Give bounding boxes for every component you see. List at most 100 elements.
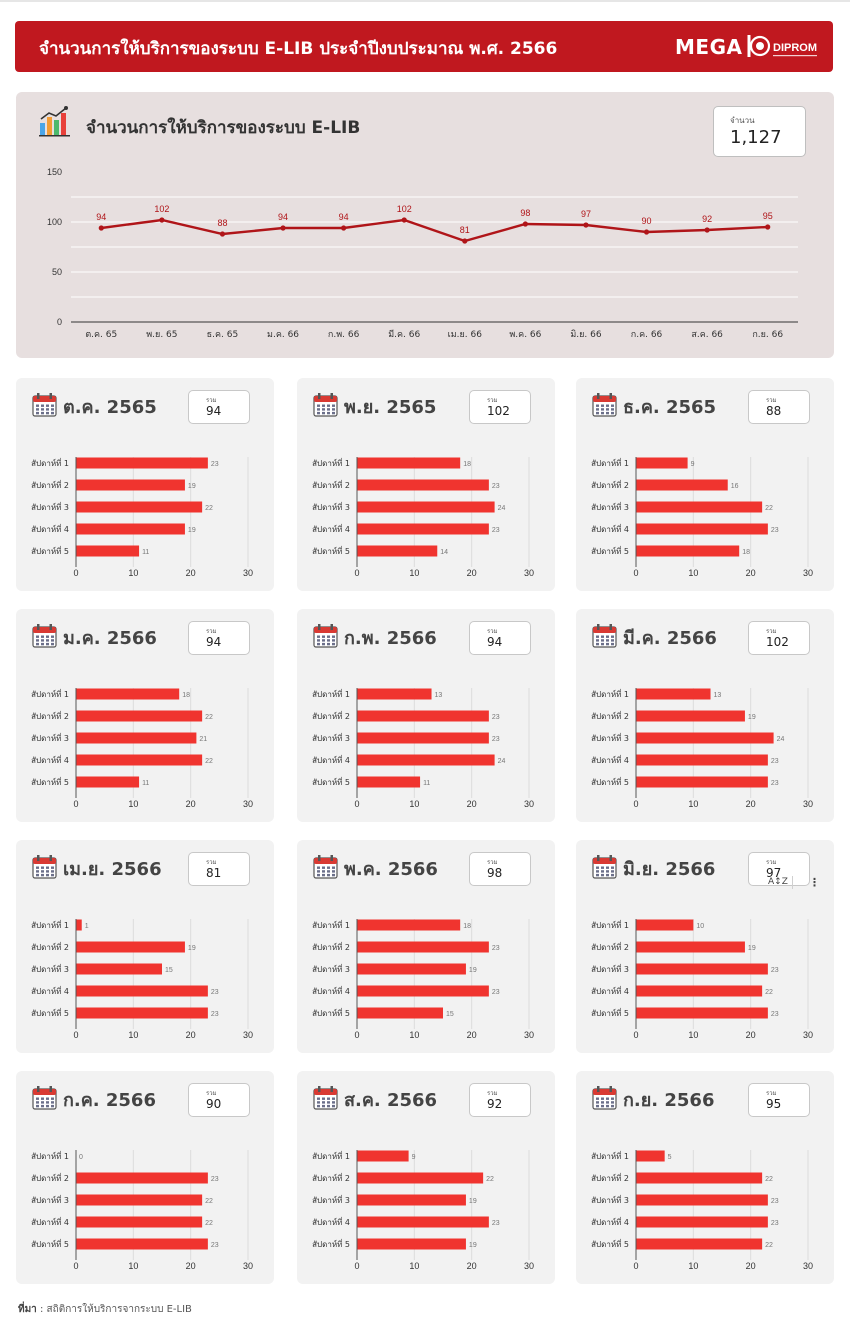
x-tick-label: 20 xyxy=(746,1261,756,1271)
bar-value-label: 22 xyxy=(765,1176,773,1183)
bar xyxy=(76,985,208,997)
bar-value-label: 23 xyxy=(771,758,779,765)
category-label: สัปดาห์ที่ 1 xyxy=(312,688,350,699)
month-card: มิ.ย. 2566 รวม 97 0 10 20 30 สัปดาห์ที่ 1 10 สัปด… xyxy=(576,840,834,1053)
bar-value-label: 1 xyxy=(85,923,89,930)
category-label: สัปดาห์ที่ 5 xyxy=(31,1007,69,1018)
bar-value-label: 19 xyxy=(188,945,196,952)
month-total-label: รวม xyxy=(487,628,498,635)
month-total-scorecard: รวม 102 xyxy=(748,621,810,655)
month-total-value: 94 xyxy=(206,404,222,418)
calendar-icon xyxy=(592,855,617,879)
bar xyxy=(76,1216,203,1228)
category-label: สัปดาห์ที่ 1 xyxy=(591,919,629,930)
month-total-scorecard: รวม 90 xyxy=(188,1083,250,1117)
bar-value-label: 22 xyxy=(765,505,773,512)
category-label: สัปดาห์ที่ 4 xyxy=(591,1216,629,1227)
bar-value-label: 19 xyxy=(748,714,756,721)
bar-value-label: 23 xyxy=(771,780,779,787)
bar xyxy=(76,941,185,953)
bar-value-label: 23 xyxy=(771,967,779,974)
bar-value-label: 23 xyxy=(492,945,500,952)
month-total-label: รวม xyxy=(766,397,777,404)
data-label: 94 xyxy=(339,212,349,222)
data-label: 81 xyxy=(460,225,470,235)
bar-value-label: 23 xyxy=(211,1242,219,1249)
month-total-scorecard: รวม 88 xyxy=(748,390,810,424)
data-label: 94 xyxy=(278,212,288,222)
bar xyxy=(357,1194,466,1206)
bar xyxy=(76,501,203,513)
bar xyxy=(357,523,489,535)
data-point xyxy=(643,229,650,235)
sort-icon[interactable]: A↕Z xyxy=(768,877,788,887)
category-label: สัปดาห์ที่ 3 xyxy=(312,1194,350,1205)
bar-value-label: 0 xyxy=(79,1154,83,1161)
bar xyxy=(357,710,489,722)
category-label: สัปดาห์ที่ 3 xyxy=(31,501,69,512)
bar-value-label: 23 xyxy=(211,1176,219,1183)
bar-value-label: 19 xyxy=(748,945,756,952)
weekly-bar-chart: 0 10 20 30 สัปดาห์ที่ 1 5 สัปดาห์ที่ 2 22 สัปดาห… xyxy=(591,1150,813,1271)
calendar-icon xyxy=(32,624,57,648)
bar-value-label: 23 xyxy=(211,1011,219,1018)
data-label: 90 xyxy=(642,216,652,226)
category-label: สัปดาห์ที่ 3 xyxy=(31,1194,69,1205)
x-tick-label: 0 xyxy=(354,1261,359,1271)
bar xyxy=(357,457,461,469)
bar xyxy=(636,688,711,700)
month-card: ก.ค. 2566 รวม 90 0 10 20 30 สัปดาห์ที่ 1 0 สัปดาห… xyxy=(16,1071,274,1284)
total-scorecard: จำนวน 1,127 xyxy=(713,106,806,157)
category-label: สัปดาห์ที่ 4 xyxy=(312,523,350,534)
month-total-value: 90 xyxy=(206,1097,222,1111)
bar xyxy=(636,941,745,953)
category-label: สัปดาห์ที่ 2 xyxy=(591,710,629,721)
month-card: ก.พ. 2566 รวม 94 0 10 20 30 สัปดาห์ที่ 1 13 สัปดา… xyxy=(297,609,555,822)
bar xyxy=(636,754,768,766)
bar-value-label: 24 xyxy=(498,758,506,765)
bar xyxy=(357,941,489,953)
category-label: สัปดาห์ที่ 1 xyxy=(312,457,350,468)
bar xyxy=(636,479,728,491)
y-tick-label: 150 xyxy=(47,167,62,177)
month-total-label: รวม xyxy=(766,1090,777,1097)
month-total-value: 95 xyxy=(766,1097,782,1111)
month-total-scorecard: รวม 94 xyxy=(188,621,250,655)
x-tick-label: ก.ย. 66 xyxy=(752,330,783,340)
bar xyxy=(357,776,421,788)
month-total-value: 97 xyxy=(766,866,782,880)
monthly-line-chart: 0 50 100 150 94 102 88 94 94 102 81 98 97 90 92 95 ต.ค. … xyxy=(47,167,798,340)
bar-value-label: 23 xyxy=(771,1220,779,1227)
bar-value-label: 19 xyxy=(188,483,196,490)
bar xyxy=(76,710,203,722)
category-label: สัปดาห์ที่ 2 xyxy=(31,1172,69,1183)
x-tick-label: 20 xyxy=(467,799,477,809)
x-tick-label: 10 xyxy=(688,568,698,578)
x-tick-label: 30 xyxy=(524,1030,534,1040)
source-note: ที่มา : สถิติการให้บริการจากระบบ E-LIB xyxy=(18,1302,192,1317)
x-tick-label: 0 xyxy=(633,568,638,578)
month-title: พ.ค. 2566 xyxy=(344,859,438,880)
bar-value-label: 15 xyxy=(165,967,173,974)
x-tick-label: 0 xyxy=(354,568,359,578)
month-title: เม.ย. 2566 xyxy=(63,859,162,880)
month-title: ส.ค. 2566 xyxy=(344,1090,438,1111)
category-label: สัปดาห์ที่ 5 xyxy=(312,545,350,556)
month-card: มี.ค. 2566 รวม 102 0 10 20 30 สัปดาห์ที่ 1 13 สัป… xyxy=(576,609,834,822)
bar-value-label: 5 xyxy=(668,1154,672,1161)
bar-value-label: 23 xyxy=(771,1011,779,1018)
x-tick-label: 20 xyxy=(746,799,756,809)
bar-value-label: 22 xyxy=(205,1198,213,1205)
source-label: ที่มา xyxy=(18,1304,37,1315)
data-label: 88 xyxy=(217,218,227,228)
bar xyxy=(76,732,197,744)
category-label: สัปดาห์ที่ 5 xyxy=(31,776,69,787)
category-label: สัปดาห์ที่ 1 xyxy=(312,1150,350,1161)
data-label: 95 xyxy=(763,211,773,221)
bar-value-label: 23 xyxy=(492,714,500,721)
x-tick-label: ม.ค. 66 xyxy=(267,330,299,340)
source-text: : สถิติการให้บริการจากระบบ E-LIB xyxy=(36,1304,192,1315)
more-options-icon[interactable]: ⋮ xyxy=(809,876,820,889)
x-tick-label: 20 xyxy=(186,799,196,809)
page-header: จำนวนการให้บริการของระบบ E-LIB ประจำปีงบ… xyxy=(15,21,833,72)
